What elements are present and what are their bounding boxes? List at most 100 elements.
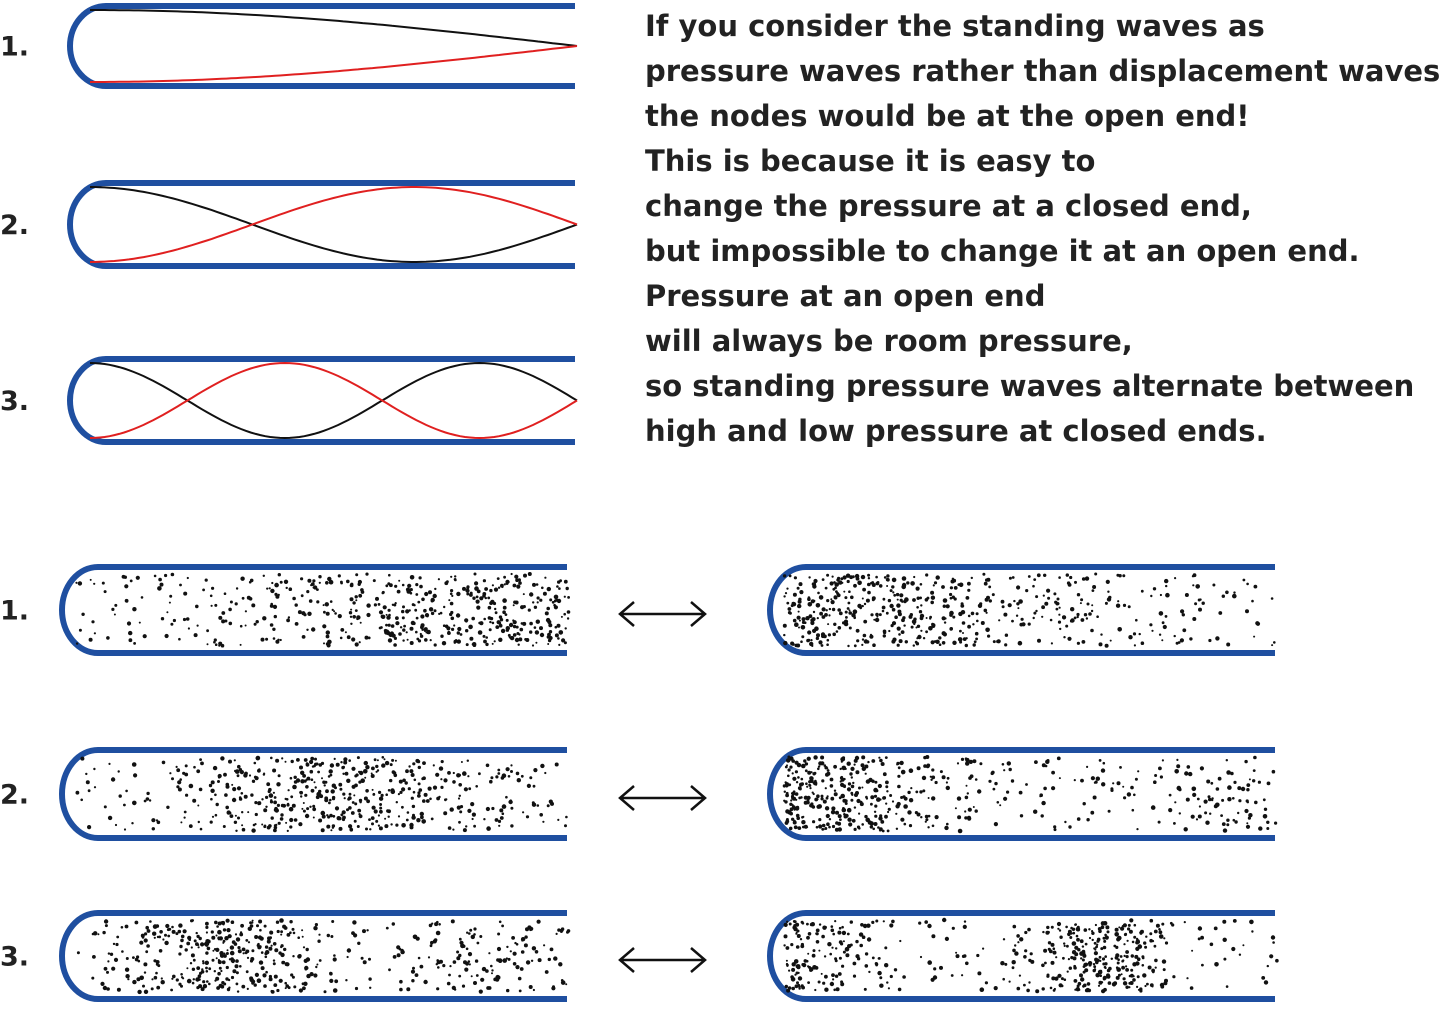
particle [875, 919, 879, 923]
particle [945, 781, 949, 784]
particle [116, 987, 121, 992]
particle [1180, 609, 1185, 614]
particle [817, 765, 821, 768]
particle [1062, 615, 1066, 620]
particle [1003, 796, 1008, 801]
particle [961, 954, 966, 959]
particle [313, 973, 318, 978]
particle [1090, 609, 1094, 613]
particle [1226, 818, 1230, 822]
particle [787, 768, 791, 772]
particle [143, 799, 147, 803]
particle [825, 813, 830, 819]
particle [532, 988, 536, 992]
particle [417, 600, 421, 604]
particle [1161, 759, 1164, 762]
particle [390, 624, 395, 628]
particle [806, 935, 810, 940]
particle [256, 944, 260, 947]
particle [1122, 603, 1127, 608]
particle [924, 814, 929, 819]
particle [821, 779, 825, 783]
particle [1232, 818, 1236, 822]
particle [1227, 797, 1232, 802]
particle [493, 587, 499, 592]
particle [222, 941, 225, 944]
particle [382, 605, 387, 610]
particle [393, 603, 397, 607]
particle [330, 789, 335, 794]
particle [501, 804, 507, 809]
particle [1141, 955, 1145, 959]
particle [210, 604, 213, 607]
particle [76, 951, 80, 955]
particle [1015, 614, 1019, 617]
particle [512, 583, 517, 588]
particle [1222, 937, 1227, 942]
particle [960, 610, 966, 615]
particle [490, 776, 494, 780]
particle [1126, 792, 1132, 797]
particle [1136, 975, 1140, 979]
particle [93, 786, 97, 789]
particle [849, 943, 853, 947]
particle [265, 637, 269, 641]
particle [1091, 931, 1095, 935]
particle [375, 596, 379, 601]
particle [938, 636, 942, 640]
particle [280, 933, 283, 936]
particle [852, 781, 855, 785]
particles [782, 755, 1278, 834]
particle [337, 574, 341, 578]
particle [1162, 624, 1167, 630]
particle [842, 575, 847, 580]
particle [1083, 613, 1088, 617]
particle [798, 582, 803, 587]
particle [466, 759, 469, 762]
particle [1000, 961, 1005, 966]
particle [970, 611, 975, 616]
particle [378, 826, 383, 831]
particle [885, 785, 889, 789]
particle [225, 965, 229, 970]
particle [1136, 957, 1141, 961]
particle [517, 578, 521, 582]
particle [820, 794, 824, 798]
particle [156, 820, 161, 825]
particle [1184, 771, 1189, 776]
particle [468, 624, 473, 630]
particle [790, 604, 794, 608]
particle [332, 957, 337, 962]
particle [826, 771, 831, 776]
particle [916, 766, 921, 771]
particle [354, 642, 359, 647]
particle [379, 806, 383, 810]
particle [1225, 985, 1229, 988]
particle [1246, 822, 1249, 825]
particle [151, 827, 155, 831]
particle [229, 811, 232, 815]
particle [790, 975, 794, 979]
particle [915, 626, 918, 629]
particle [254, 935, 259, 939]
particle [546, 635, 551, 639]
particle [354, 986, 359, 991]
particle [153, 936, 156, 939]
particle [564, 627, 567, 630]
particle [190, 946, 193, 949]
particle [430, 597, 435, 603]
particle [354, 609, 358, 612]
particle [275, 594, 280, 599]
particle [412, 762, 416, 766]
particle [364, 776, 367, 779]
particle [967, 624, 971, 629]
particle [873, 787, 878, 793]
particle [1211, 797, 1214, 800]
particle [334, 612, 337, 615]
particle [855, 628, 860, 633]
particle [405, 769, 409, 774]
particle [815, 940, 820, 944]
particle [1016, 602, 1020, 606]
particle [235, 937, 241, 942]
particle [822, 981, 826, 985]
